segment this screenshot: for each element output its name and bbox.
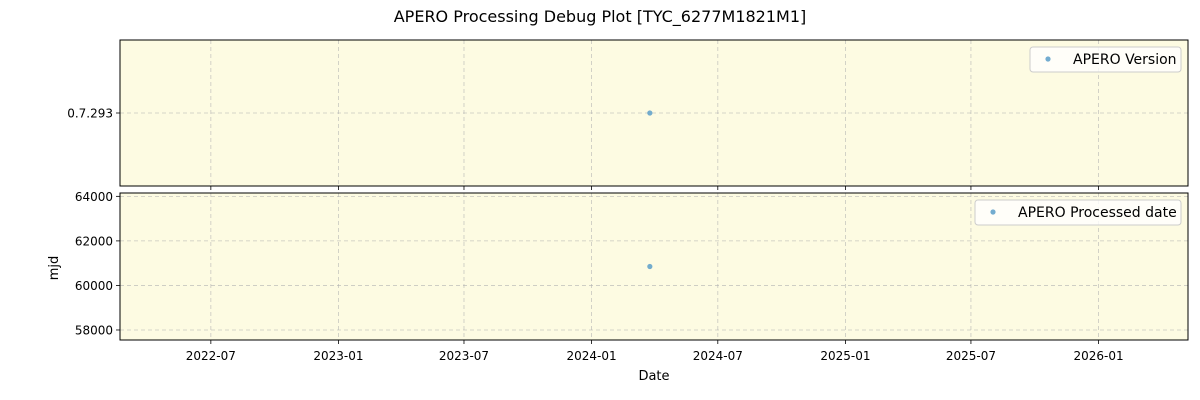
x-axis-label: Date <box>638 369 669 384</box>
bottom-legend-marker <box>990 209 996 215</box>
y-axis-label: mjd <box>47 256 62 281</box>
x-tick-label: 2026-01 <box>1073 349 1123 363</box>
x-tick-label: 2023-01 <box>313 349 363 363</box>
top-legend-box <box>1029 46 1182 73</box>
figure-title: APERO Processing Debug Plot [TYC_6277M18… <box>394 7 807 27</box>
top-panel: 0.7.293 APERO Version <box>67 39 1189 190</box>
bottom-panel-points <box>647 263 653 270</box>
bottom-panel-x-ticks: 2022-07 2023-01 2023-07 2024-01 2024-07 2025-… <box>186 340 1124 363</box>
bottom-panel: 58000 60000 62000 64000 2022-07 2023-01 2023-… <box>47 190 1189 384</box>
x-tick-label: 2023-07 <box>439 349 489 363</box>
bottom-legend-box <box>974 199 1182 226</box>
bottom-y-tick-label: 62000 <box>75 234 113 248</box>
bottom-y-tick-label: 58000 <box>75 323 113 337</box>
top-y-tick-label: 0.7.293 <box>67 107 113 121</box>
bottom-y-tick-label: 64000 <box>75 190 113 204</box>
x-tick-label: 2024-07 <box>693 349 743 363</box>
apero-processed-date-point <box>647 263 653 270</box>
top-legend-label: APERO Version <box>1073 52 1177 68</box>
top-legend-marker <box>1045 56 1051 62</box>
top-panel-y-ticks: 0.7.293 <box>67 107 120 121</box>
x-tick-label: 2025-01 <box>820 349 870 363</box>
bottom-legend: APERO Processed date <box>974 199 1182 226</box>
top-panel-points <box>647 110 653 116</box>
bottom-legend-label: APERO Processed date <box>1018 205 1177 221</box>
bottom-panel-frame <box>119 192 1189 341</box>
apero-version-point <box>647 110 653 116</box>
x-tick-label: 2022-07 <box>186 349 236 363</box>
x-tick-label: 2024-01 <box>567 349 617 363</box>
top-legend: APERO Version <box>1029 46 1182 73</box>
x-tick-label: 2025-07 <box>946 349 996 363</box>
top-panel-x-ticks <box>210 186 1099 190</box>
bottom-panel-grid <box>120 193 1188 340</box>
bottom-y-tick-label: 60000 <box>75 279 113 293</box>
bottom-panel-y-ticks: 58000 60000 62000 64000 <box>75 190 120 337</box>
